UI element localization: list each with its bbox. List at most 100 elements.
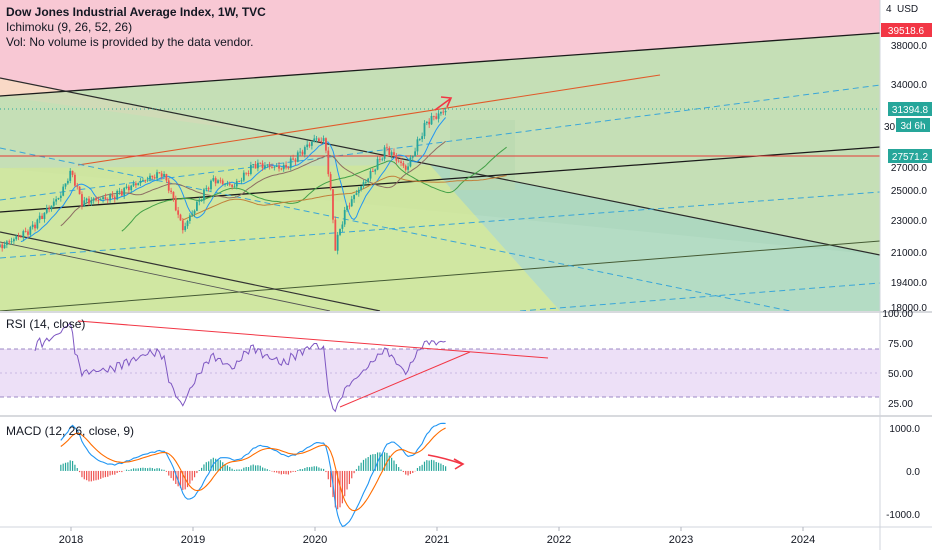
- candle-body: [444, 110, 447, 113]
- price-axis[interactable]: 38000.0 34000.0 27000.0 25000.0 23000.0 21000…: [891, 41, 928, 314]
- macd-hist-bar: [215, 458, 217, 471]
- candle-body: [71, 170, 74, 175]
- macd-hist-bar: [358, 465, 360, 471]
- candle-body: [289, 158, 292, 168]
- time-tick-label: 2024: [791, 534, 815, 546]
- candle-body: [271, 166, 273, 168]
- candle-body: [135, 183, 137, 186]
- macd-hist-bar: [191, 470, 193, 481]
- macd-hist-bar: [351, 470, 353, 479]
- candle-body: [95, 198, 97, 201]
- candle-body: [320, 141, 323, 142]
- macd-tick-label: -1000.0: [886, 510, 920, 521]
- candle-body: [360, 186, 363, 190]
- macd-hist-bar: [311, 466, 313, 471]
- candle-body: [388, 148, 391, 155]
- macd-hist-bar: [442, 464, 444, 471]
- currency-label[interactable]: USD: [897, 4, 919, 15]
- macd-right-arrow: [427, 454, 465, 470]
- macd-hist-bar: [170, 470, 172, 479]
- candle-body: [313, 138, 316, 142]
- macd-axis[interactable]: 1000.0 0.0 -1000.0: [886, 424, 920, 521]
- candle-body: [59, 195, 62, 198]
- candle-body: [34, 224, 36, 229]
- macd-hist-bar: [62, 463, 64, 471]
- candle-body: [343, 209, 346, 225]
- time-axis[interactable]: 2018 2019 2020 2021 2022 2023 2024: [59, 527, 815, 546]
- macd-hist-bar: [407, 470, 409, 476]
- macd-hist-bar: [107, 470, 109, 477]
- candle-body: [369, 171, 372, 179]
- macd-hist-bar: [104, 470, 107, 478]
- candle-body: [374, 169, 377, 172]
- macd-hist-bar: [367, 457, 369, 471]
- rsi-axis[interactable]: 100.00 75.00 50.00 25.00: [882, 309, 913, 410]
- macd-hist-bar: [201, 467, 203, 471]
- svg-text:30: 30: [884, 122, 896, 133]
- macd-hist-bar: [301, 469, 304, 471]
- candle-body: [76, 185, 79, 187]
- price-up-arrow: [434, 96, 453, 111]
- candle-body: [62, 186, 65, 196]
- candle-body: [416, 139, 419, 152]
- candle-body: [48, 208, 51, 210]
- macd-hist-bar: [109, 470, 111, 476]
- price-tick-label: 25000.0: [891, 186, 928, 197]
- candle-body: [414, 151, 417, 157]
- price-tick-label: 23000.0: [891, 216, 928, 227]
- rsi-legend[interactable]: RSI (14, close): [6, 317, 86, 331]
- macd-hist-bar: [433, 460, 435, 471]
- candlestick-series: [0, 107, 447, 255]
- macd-hist-bar: [428, 460, 430, 471]
- candle-body: [362, 182, 365, 187]
- macd-hist-bar: [292, 470, 294, 472]
- candle-body: [308, 144, 311, 146]
- macd-hist-bar: [412, 470, 414, 473]
- candle-body: [85, 198, 88, 201]
- candle-body: [393, 152, 395, 156]
- svg-text:27571.2: 27571.2: [892, 152, 929, 163]
- candle-body: [165, 174, 168, 181]
- macd-hist-bar: [353, 470, 355, 474]
- macd-hist-bar: [395, 464, 397, 471]
- macd-hist-bar: [299, 469, 301, 471]
- candle-body: [254, 164, 257, 169]
- macd-hist-bar: [421, 464, 423, 471]
- ichimoku-span-a: [121, 146, 507, 232]
- candle-body: [275, 165, 278, 167]
- ichimoku-legend[interactable]: Ichimoku (9, 26, 52, 26): [6, 20, 133, 34]
- macd-hist-bar: [233, 469, 236, 471]
- macd-hist-bar: [102, 470, 104, 478]
- candle-body: [181, 220, 184, 231]
- candle-body: [125, 186, 128, 188]
- dashed-blue-3: [0, 191, 880, 259]
- macd-tick-label: 0.0: [906, 467, 920, 478]
- macd-hist-bar: [161, 469, 163, 471]
- candle-body: [113, 196, 116, 200]
- macd-legend[interactable]: MACD (12, 26, close, 9): [6, 424, 135, 438]
- macd-hist-bar: [318, 467, 320, 471]
- macd-hist-bar: [262, 467, 264, 471]
- candle-body: [381, 158, 384, 160]
- candle-body: [52, 201, 55, 206]
- macd-hist-bar: [125, 469, 128, 471]
- candle-body: [200, 200, 203, 202]
- macd-hist-bar: [344, 470, 346, 497]
- candle-body: [280, 168, 283, 170]
- macd-hist-bar: [83, 470, 85, 480]
- macd-hist-bar: [266, 469, 268, 471]
- candle-body: [88, 198, 90, 204]
- candle-body: [325, 138, 327, 151]
- candle-body: [221, 180, 224, 185]
- macd-hist-bar: [254, 465, 257, 471]
- macd-hist-bar: [304, 468, 306, 471]
- candle-body: [116, 190, 119, 200]
- time-tick-label: 2018: [59, 534, 83, 546]
- macd-hist-bar: [334, 470, 336, 508]
- candle-body: [310, 141, 313, 146]
- rsi-up-trendline: [339, 351, 471, 408]
- macd-hist-bar: [402, 470, 404, 473]
- macd-hist-bar: [168, 470, 170, 476]
- candle-body: [8, 241, 11, 243]
